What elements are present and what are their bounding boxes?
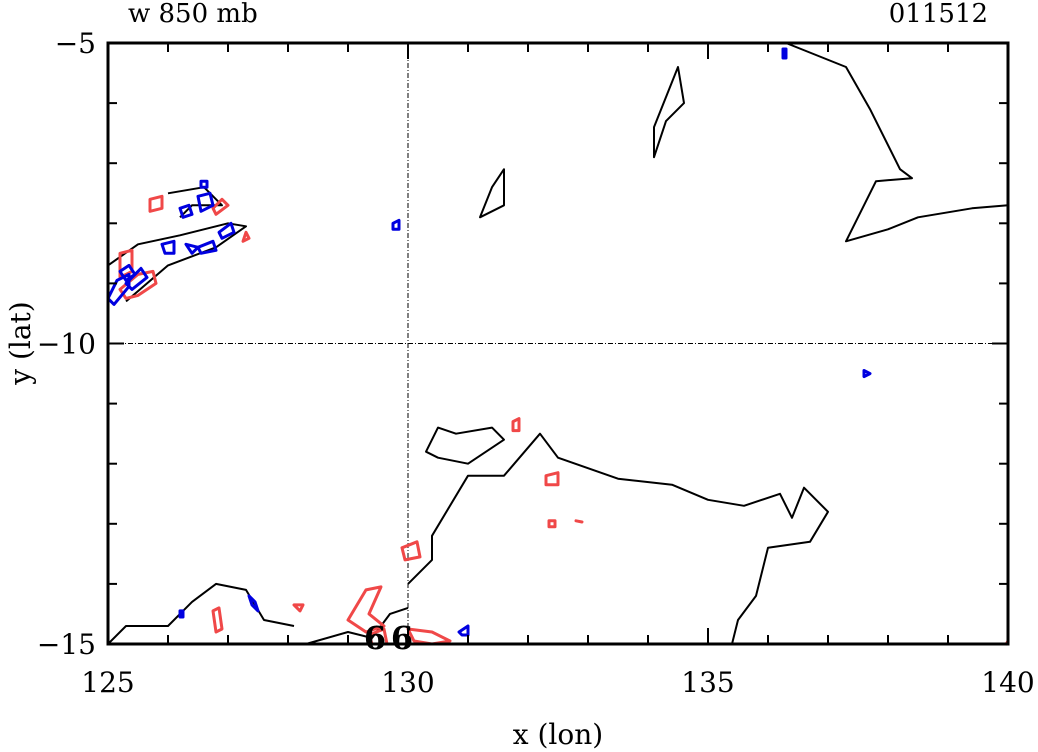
contour-line-36 xyxy=(781,47,788,60)
contour-line-17 xyxy=(574,519,584,524)
chart-title-left: w 850 mb xyxy=(128,0,258,29)
contour-line-34 xyxy=(124,266,149,291)
contour-line-30 xyxy=(196,239,218,255)
x-tick-label: 125 xyxy=(81,666,134,699)
contour-line-3 xyxy=(167,186,223,219)
y-tick-label: −10 xyxy=(37,328,96,361)
contour-line-39 xyxy=(178,609,185,619)
contour-line-21 xyxy=(406,627,452,646)
plot-area: 125 130 135 140 −5 −10 −15 6 6 xyxy=(37,27,1035,699)
contour-line-31 xyxy=(217,221,236,240)
contour-line-9 xyxy=(148,194,164,213)
chart-title-right: 011512 xyxy=(889,0,988,29)
contour-line-16 xyxy=(547,519,557,529)
x-axis-label: x (lon) xyxy=(513,718,603,751)
y-tick-label: −15 xyxy=(37,628,96,661)
contour-line-10 xyxy=(211,197,230,216)
contour-line-27 xyxy=(199,179,209,189)
contour-line-37 xyxy=(862,369,872,379)
contour-line-35 xyxy=(391,218,401,231)
contour-line-23 xyxy=(292,603,305,613)
x-tick-label: 140 xyxy=(981,666,1034,699)
contour-line-25 xyxy=(178,203,194,219)
contour-line-29 xyxy=(184,242,200,255)
marker-label-1: 6 xyxy=(391,619,413,657)
contour-line-8 xyxy=(305,606,409,645)
contour-line-1 xyxy=(653,66,685,159)
contour-line-6 xyxy=(407,432,829,645)
contour-line-40 xyxy=(457,624,470,637)
contour-line-5 xyxy=(425,426,505,465)
x-tick-label: 135 xyxy=(681,666,734,699)
contour-line-28 xyxy=(160,239,176,255)
contour-line-7 xyxy=(107,582,295,645)
marker-label-0: 6 xyxy=(364,619,386,657)
y-tick-label: −5 xyxy=(55,27,96,60)
contour-line-0 xyxy=(785,42,1009,243)
contour-line-18 xyxy=(400,540,422,562)
contour-line-19 xyxy=(346,585,386,634)
contour-line-15 xyxy=(544,471,560,487)
contour-line-2 xyxy=(479,168,505,219)
contour-line-22 xyxy=(211,606,224,634)
contour-line-14 xyxy=(511,417,521,433)
contour-line-4 xyxy=(107,222,247,303)
contour-line-26 xyxy=(196,191,215,213)
contour-line-38 xyxy=(247,594,260,613)
contour-line-12 xyxy=(118,269,158,300)
contour-line-13 xyxy=(241,230,251,243)
x-tick-label: 130 xyxy=(381,666,434,699)
y-axis-label: y (lat) xyxy=(4,301,37,385)
